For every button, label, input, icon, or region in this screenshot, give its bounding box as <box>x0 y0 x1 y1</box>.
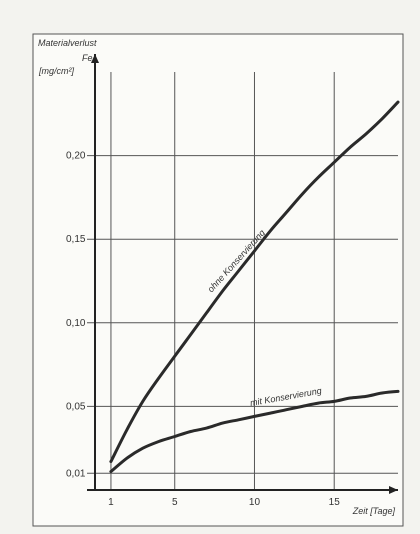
x-tick-label: 10 <box>249 497 261 508</box>
axes <box>87 54 398 494</box>
series-line-ohne-konservierung <box>109 100 400 464</box>
x-tick-label: 15 <box>329 497 341 508</box>
series-line-mit-konservierung <box>109 389 400 474</box>
series-lines <box>109 100 400 474</box>
y-tick-labels: 0,01 0,05 0,10 0,15 0,20 <box>66 151 86 480</box>
y-tick-label: 0,01 <box>66 468 86 479</box>
x-tick-labels: 1 5 10 15 <box>108 497 340 508</box>
y-tick-label: 0,20 <box>66 151 86 162</box>
x-tick-label: 1 <box>108 497 114 508</box>
x-axis-arrow <box>389 486 398 494</box>
y-tick-label: 0,10 <box>66 318 86 329</box>
y-axis-symbol: Fe <box>82 53 93 63</box>
grid <box>87 72 398 490</box>
x-tick-label: 5 <box>172 497 178 508</box>
x-axis-label: Zeit [Tage] <box>352 506 396 516</box>
chart-title: Materialverlust <box>38 38 97 48</box>
y-tick-label: 0,05 <box>66 401 86 412</box>
y-axis-arrow <box>91 54 99 63</box>
y-tick-label: 0,15 <box>66 234 86 245</box>
y-axis-unit: [mg/cm²] <box>38 66 74 76</box>
